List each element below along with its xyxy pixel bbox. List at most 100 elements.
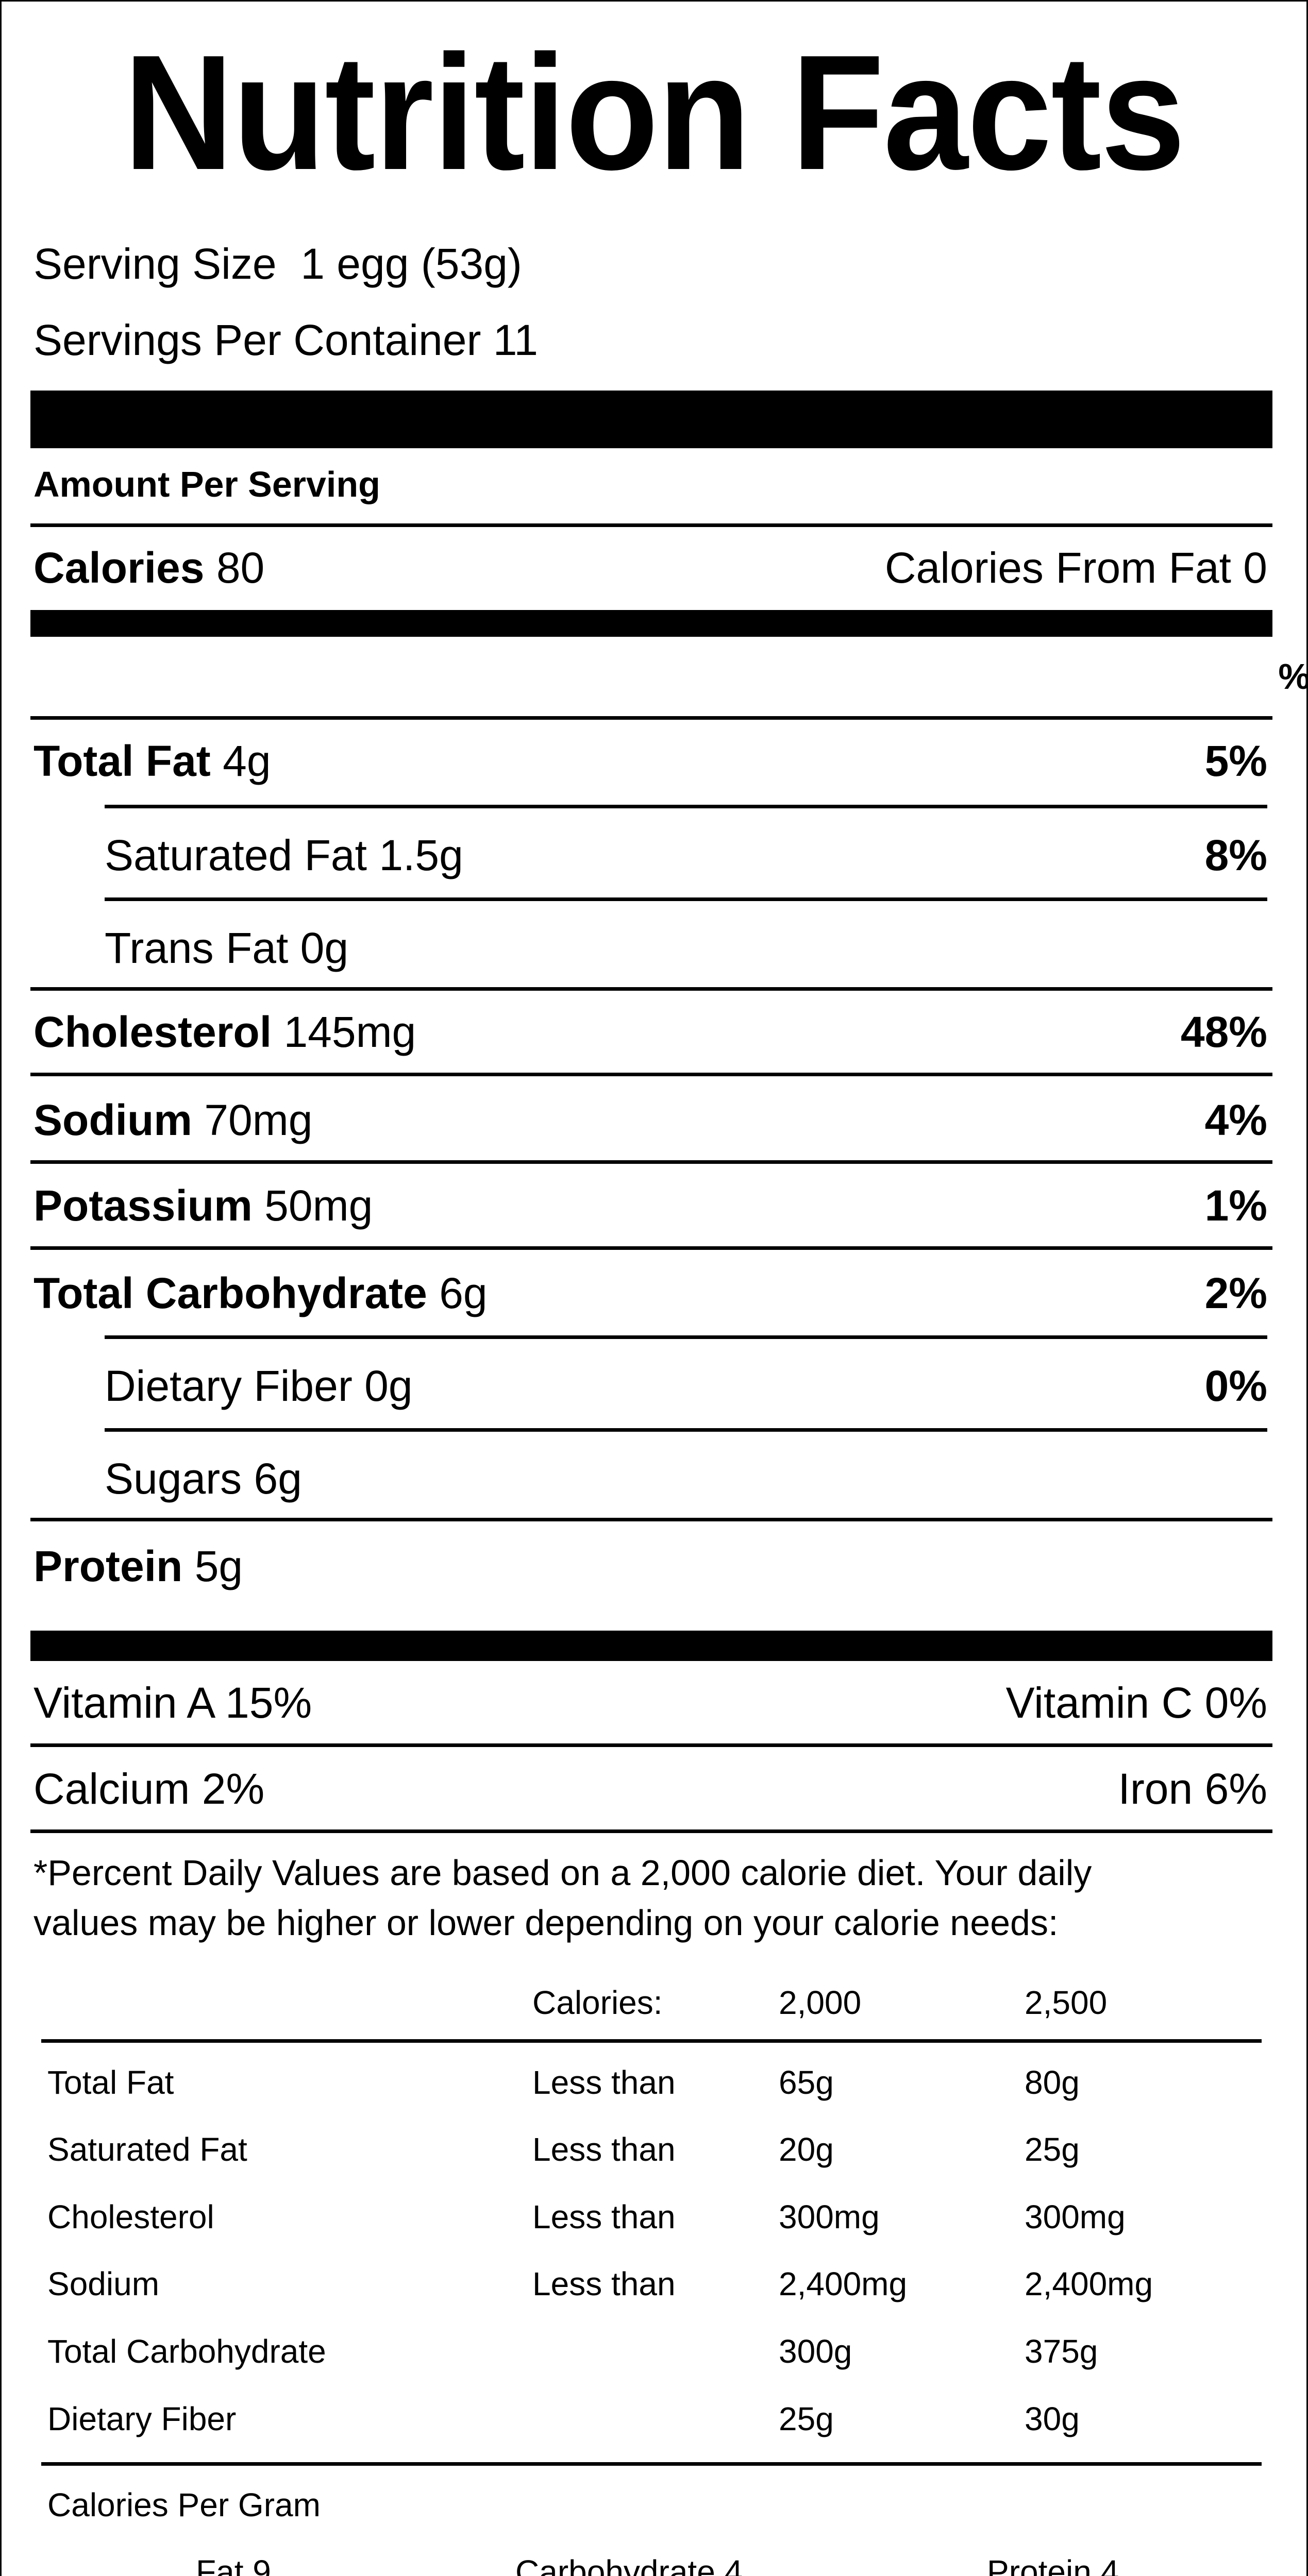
- calories-row: Calories 80 Calories From Fat 0: [33, 546, 1267, 589]
- dv-table-qualifier: Less than: [532, 2265, 676, 2302]
- dv-table-qualifier: Less than: [532, 2131, 676, 2168]
- dv-table-qualifier: Less than: [532, 2198, 676, 2235]
- footnote-line-2: values may be higher or lower depending …: [33, 1903, 1059, 1943]
- nutrient-row-sodium: Sodium 70mg 4%: [33, 1098, 1267, 1142]
- nutrient-name: Dietary Fiber: [105, 1362, 353, 1410]
- nutrient-row-trans-fat: Trans Fat 0g: [105, 926, 1267, 970]
- divider: [30, 716, 1272, 720]
- divider: [30, 1518, 1272, 1521]
- nutrient-amount: 6g: [254, 1454, 302, 1503]
- nutrient-row-total-fat: Total Fat 4g 5%: [33, 739, 1267, 783]
- divider: [30, 1246, 1272, 1250]
- dv-table-2500: 2,400mg: [1025, 2265, 1153, 2302]
- dv-table-header-qualifier: Calories:: [532, 1984, 663, 2021]
- calories-per-gram-carbohydrate: Carbohydrate 4: [515, 2553, 743, 2576]
- nutrient-amount: 4g: [223, 737, 271, 785]
- serving-size-label: Serving Size: [33, 240, 277, 288]
- label-title: Nutrition Facts: [123, 21, 1186, 204]
- thick-divider-3: [30, 1631, 1272, 1661]
- calories-per-gram-fat: Fat 9: [196, 2553, 271, 2576]
- nutrient-dv: 48%: [1180, 1008, 1267, 1056]
- dv-table-label: Total Fat: [47, 2064, 174, 2101]
- footnote-line-1: *Percent Daily Values are based on a 2,0…: [33, 1853, 1092, 1893]
- nutrient-name: Cholesterol: [33, 1008, 272, 1056]
- nutrient-dv: 4%: [1204, 1096, 1267, 1144]
- mineral-row: Calcium 2% Iron 6%: [33, 1767, 1267, 1810]
- nutrient-name: Sodium: [33, 1096, 192, 1144]
- nutrient-row-total-carbohydrate: Total Carbohydrate 6g 2%: [33, 1272, 1267, 1315]
- nutrient-dv: 0%: [1204, 1362, 1267, 1410]
- nutrient-amount: 1.5g: [379, 831, 463, 879]
- dv-table-label: Cholesterol: [47, 2198, 214, 2235]
- nutrient-row-saturated-fat: Saturated Fat 1.5g 8%: [105, 834, 1267, 877]
- dv-table-label: Total Carbohydrate: [47, 2333, 326, 2370]
- nutrient-name: Total Fat: [33, 737, 211, 785]
- dv-table-2500: 25g: [1025, 2131, 1080, 2168]
- nutrient-dv: 1%: [1204, 1181, 1267, 1230]
- dv-table-header-2000: 2,000: [779, 1984, 862, 2021]
- dv-table-header-2500: 2,500: [1025, 1984, 1108, 2021]
- dv-table-label: Saturated Fat: [47, 2131, 247, 2168]
- calories: Calories 80: [33, 546, 264, 589]
- nutrient-dv: 8%: [1204, 831, 1267, 879]
- dv-table-2000: 2,400mg: [779, 2265, 908, 2302]
- nutrient-amount: 70mg: [204, 1096, 313, 1144]
- nutrient-amount: 145mg: [283, 1008, 416, 1056]
- vitamin-row: Vitamin A 15% Vitamin C 0%: [33, 1681, 1267, 1724]
- divider: [41, 2462, 1262, 2466]
- nutrient-name: Saturated Fat: [105, 831, 367, 879]
- dv-table-2000: 300mg: [779, 2198, 880, 2235]
- divider: [30, 1073, 1272, 1076]
- vitamin-a: Vitamin A 15%: [33, 1679, 312, 1727]
- nutrient-row-sugars: Sugars 6g: [105, 1457, 1267, 1500]
- servings-per-container-value: 11: [493, 316, 538, 364]
- nutrient-amount: 0g: [300, 924, 349, 972]
- nutrient-name: Protein: [33, 1542, 183, 1590]
- servings-per-container: Servings Per Container 11: [33, 318, 538, 362]
- dv-table-2000: 300g: [779, 2333, 852, 2370]
- dv-table-2500: 300mg: [1025, 2198, 1126, 2235]
- dv-table-2000: 65g: [779, 2064, 834, 2101]
- divider: [30, 1160, 1272, 1164]
- calories-from-fat: Calories From Fat 0: [885, 546, 1267, 589]
- nutrient-amount: 5g: [194, 1542, 243, 1590]
- nutrient-dv: 5%: [1204, 737, 1267, 785]
- divider: [30, 523, 1272, 527]
- servings-per-container-label: Servings Per Container: [33, 316, 481, 364]
- nutrient-row-protein: Protein 5g: [33, 1545, 1267, 1588]
- nutrient-amount: 0g: [364, 1362, 413, 1410]
- divider: [105, 1428, 1267, 1432]
- nutrient-dv: 2%: [1204, 1269, 1267, 1317]
- serving-size-value: 1 egg (53g): [300, 240, 522, 288]
- amount-per-serving: Amount Per Serving: [33, 464, 380, 504]
- dv-table-2000: 25g: [779, 2400, 834, 2437]
- nutrient-amount: 6g: [439, 1269, 488, 1317]
- calories-per-gram-label: Calories Per Gram: [47, 2486, 321, 2523]
- calories-from-fat-value: 0: [1243, 544, 1267, 592]
- dv-table-qualifier: Less than: [532, 2064, 676, 2101]
- divider: [105, 897, 1267, 901]
- dv-table-label: Sodium: [47, 2265, 159, 2302]
- calories-per-gram-protein: Protein 4: [987, 2553, 1119, 2576]
- vitamin-c: Vitamin C 0%: [1005, 1679, 1267, 1727]
- divider: [41, 2039, 1262, 2043]
- dv-table-2000: 20g: [779, 2131, 834, 2168]
- nutrient-amount: 50mg: [264, 1181, 373, 1230]
- nutrient-name: Potassium: [33, 1181, 253, 1230]
- divider: [105, 1335, 1267, 1339]
- nutrient-name: Sugars: [105, 1454, 242, 1503]
- dv-table-label: Dietary Fiber: [47, 2400, 237, 2437]
- thick-divider-1: [30, 391, 1272, 448]
- divider: [30, 987, 1272, 991]
- divider: [30, 1829, 1272, 1833]
- dv-table-2500: 375g: [1025, 2333, 1098, 2370]
- nutrient-row-potassium: Potassium 50mg 1%: [33, 1184, 1267, 1227]
- thick-divider-2: [30, 610, 1272, 637]
- divider: [30, 1743, 1272, 1747]
- nutrient-name: Total Carbohydrate: [33, 1269, 427, 1317]
- divider: [105, 805, 1267, 808]
- iron: Iron 6%: [1118, 1765, 1268, 1813]
- nutrient-row-cholesterol: Cholesterol 145mg 48%: [33, 1010, 1267, 1054]
- dv-table-2500: 30g: [1025, 2400, 1080, 2437]
